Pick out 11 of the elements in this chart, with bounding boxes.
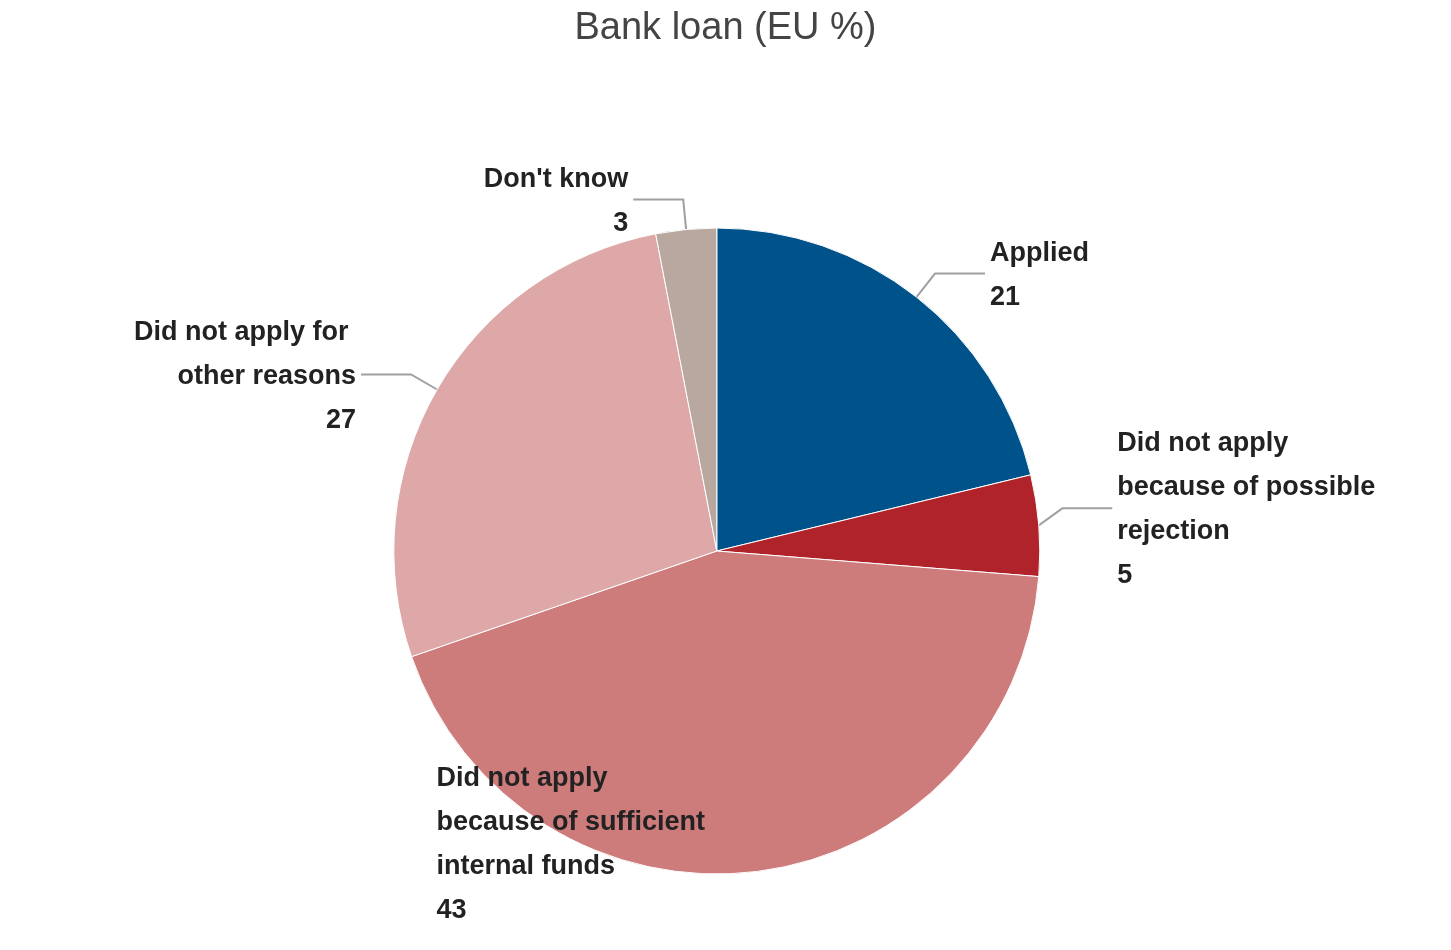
slice-label: Did not apply because of possible rejection — [1117, 427, 1383, 546]
slice-label: Did not apply for other reasons — [134, 315, 357, 390]
data-label: 5 — [1117, 559, 1133, 590]
slice-label: Did not apply because of sufficient internal funds — [436, 762, 713, 880]
chart-title: Bank loan (EU %) — [574, 5, 877, 47]
slice-label: Applied — [990, 236, 1089, 267]
data-label: 43 — [436, 894, 467, 924]
data-label: 27 — [326, 403, 357, 434]
data-label: 21 — [990, 280, 1021, 311]
slice-label: Don't know — [483, 162, 630, 193]
data-label: 3 — [613, 206, 629, 237]
